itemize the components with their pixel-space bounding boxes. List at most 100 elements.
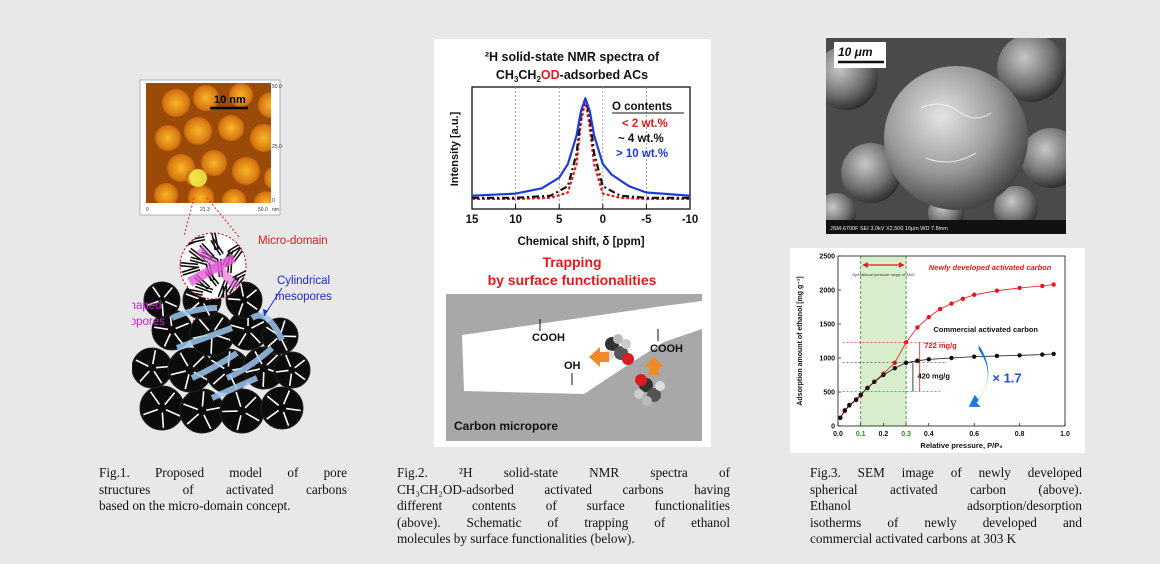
- caption-fig-1: Fig.1. Proposed model of pore structures…: [99, 465, 347, 515]
- afm-grain: [189, 169, 207, 187]
- iso-data-point: [972, 354, 977, 359]
- sem-footer: JSM-6700F SEI 3.0kV X2,500 10μm WD 7.8mm: [830, 226, 948, 232]
- micropore-slit: [245, 368, 261, 373]
- caption-line: based on the micro-domain concept.: [99, 498, 291, 513]
- afm-scale-label: 10 nm: [214, 94, 246, 106]
- nmr-x-tick-label: 0: [600, 214, 606, 226]
- iso-data-point: [937, 306, 943, 312]
- iso-x-tick-label: 1.0: [1060, 431, 1070, 438]
- nmr-x-tick-label: -5: [641, 214, 652, 226]
- micropore-slit: [282, 390, 291, 405]
- nmr-title-2: CH3CH2OD-adsorbed ACs: [496, 68, 648, 84]
- label-micro-domain: Micro-domain: [258, 235, 328, 247]
- afm-grain: [155, 125, 181, 151]
- trap-arrow-2: [644, 357, 664, 375]
- micropore-slit: [251, 320, 265, 329]
- iso-data-point: [994, 353, 1000, 359]
- nmr-series-line: [472, 97, 690, 199]
- micropore-slit: [139, 370, 150, 382]
- legend-item-mid: ~ 4 wt.%: [618, 133, 664, 145]
- iso-data-point: [842, 408, 848, 413]
- caption-line: isotherms of newly developed and: [810, 514, 1082, 530]
- legend-item-high: > 10 wt.%: [616, 148, 668, 160]
- nmr-plot-frame: [471, 86, 691, 210]
- figure-1: 10 nm 0 21.3 50.0 50.0 25.0 0 nm Micro-d…: [104, 78, 357, 458]
- iso-data-point: [949, 301, 954, 306]
- graphene-layer: [187, 238, 206, 245]
- iso-data-point: [1040, 352, 1045, 357]
- afm-grain: [162, 89, 190, 117]
- micropore-slit: [164, 392, 176, 406]
- mesopore: [250, 312, 285, 342]
- micropore-slit: [237, 303, 244, 316]
- iso-y-tick-label: 2000: [819, 288, 835, 295]
- iso-data-point: [1040, 283, 1045, 289]
- micropore-cavity: [462, 301, 702, 394]
- sem-sphere: [997, 34, 1065, 102]
- micropore-slit: [170, 370, 186, 376]
- iso-data-point: [994, 288, 1000, 293]
- micropore-slit: [155, 365, 171, 369]
- iso-data-point: [903, 360, 909, 365]
- slit-micropore: [196, 246, 240, 290]
- afm-grain: [222, 189, 246, 203]
- micropore-slit: [230, 324, 245, 330]
- micropore-slit: [294, 359, 306, 369]
- afm-tick: 0: [146, 207, 149, 213]
- iso-data-point: [903, 340, 909, 345]
- micropore-slit: [246, 301, 258, 311]
- caption-fig-2: Fig.2. ²H solid-state NMR spectra of CH₃…: [397, 465, 730, 548]
- caption-line: (above). Schematic of trapping of ethano…: [397, 514, 730, 530]
- micropore-slit: [161, 303, 164, 317]
- micropore-slit: [250, 332, 261, 344]
- iso-data-point: [858, 392, 863, 397]
- afm-grain: [229, 83, 253, 107]
- graphene-layer: [180, 264, 198, 269]
- afm-tick: 0: [272, 198, 275, 204]
- cooh-label-2: COOH: [650, 343, 683, 355]
- pore-model-illustration: 10 nm 0 21.3 50.0 50.0 25.0 0 nm Micro-d…: [104, 79, 332, 434]
- caption-line: spherical activated carbon (above).: [810, 481, 1082, 497]
- afm-grain: [184, 117, 212, 145]
- iso-data-point: [1051, 351, 1056, 357]
- afm-tick: nm: [272, 207, 279, 213]
- micropore-slit: [210, 338, 213, 354]
- micropore-slit: [143, 408, 159, 416]
- micropore-slit: [266, 409, 280, 420]
- micropore-slit: [206, 406, 222, 411]
- graphene-layer: [180, 261, 199, 266]
- iso-data-point: [960, 296, 966, 302]
- graphene-layer: [233, 271, 246, 282]
- label-cylindrical: Cylindrical: [277, 275, 330, 287]
- micropore-slit: [280, 338, 288, 351]
- iso-data-point: [892, 366, 897, 371]
- graphene-layer: [182, 269, 201, 276]
- iso-data-point: [972, 292, 977, 297]
- nmr-figure: ²H solid-state NMR spectra of CH3CH2OD-a…: [446, 50, 702, 441]
- iso-y-tick-label: 1500: [819, 322, 835, 329]
- afm-tick: 21.3: [200, 207, 210, 213]
- iso-y-tick-label: 1000: [819, 356, 835, 363]
- nmr-title-1: ²H solid-state NMR spectra of: [485, 50, 660, 64]
- sem-image: JSM-6700F SEI 3.0kV X2,500 10μm WD 7.8mm…: [814, 34, 1081, 234]
- nmr-y-label: Intensity [a.u.]: [449, 111, 461, 186]
- graphene-layer: [181, 266, 200, 273]
- afm-tick: 50.0: [258, 207, 268, 213]
- graphene-layer: [194, 285, 213, 294]
- mesopore: [210, 375, 259, 401]
- micropore-slit: [237, 333, 247, 346]
- afm-grain: [264, 167, 271, 189]
- micropore-slit: [183, 403, 199, 411]
- iso-data-point: [1051, 282, 1056, 287]
- iso-data-point: [1017, 353, 1022, 358]
- carbon-sphere: [143, 281, 181, 319]
- iso-x-tick-label: 0.6: [969, 431, 979, 438]
- micropore-slit: [175, 322, 189, 330]
- caption-line: Fig.3. SEM image of newly developed: [810, 465, 1082, 480]
- afm-tick: 50.0: [272, 84, 282, 90]
- afm-grain: [193, 85, 219, 111]
- graphene-layer: [201, 242, 215, 258]
- iso-data-point: [915, 325, 920, 330]
- iso-data-point: [838, 415, 843, 421]
- iso-data-point: [847, 402, 852, 408]
